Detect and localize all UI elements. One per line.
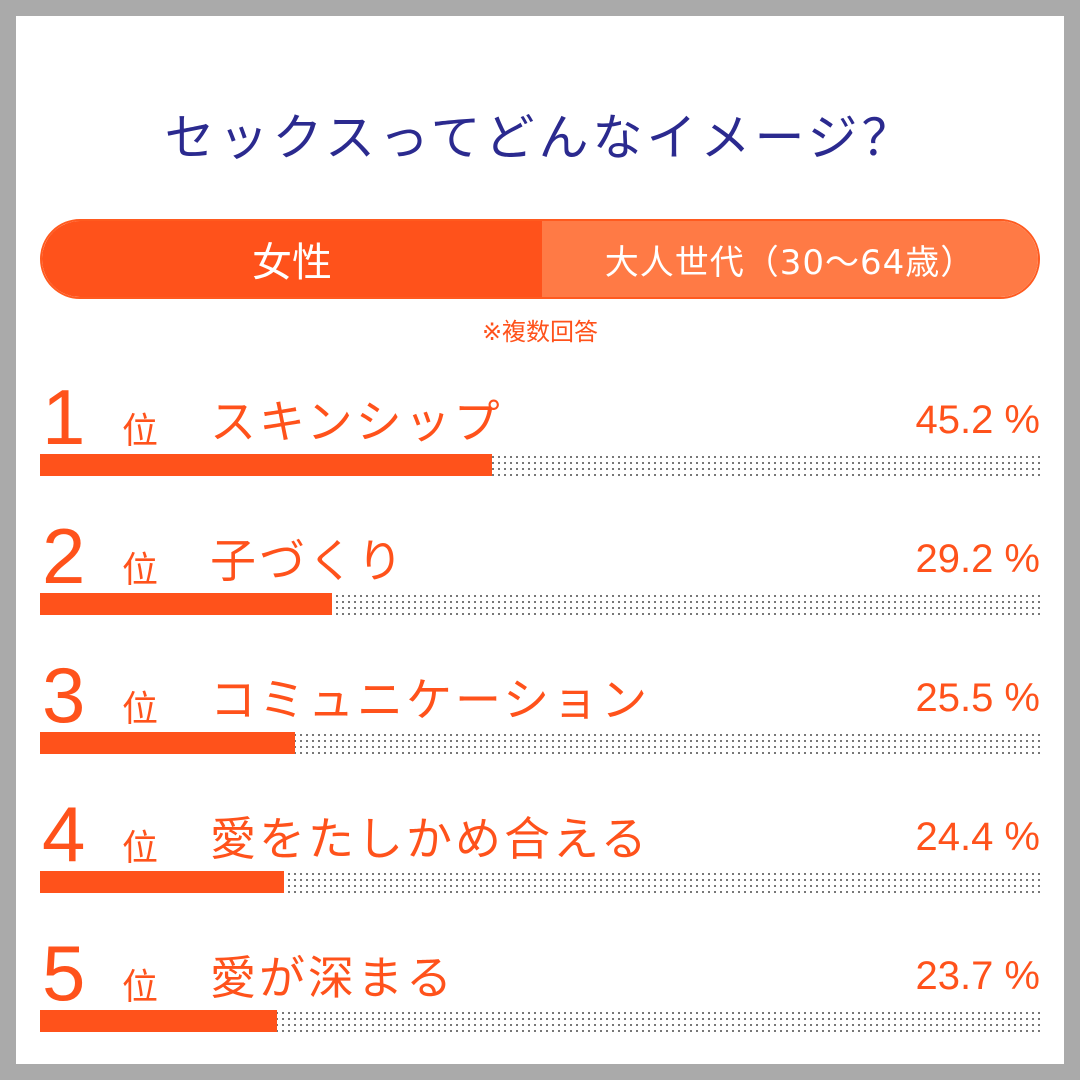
rank-suffix: 位 <box>122 550 159 591</box>
rank-row: 4 位愛をたしかめ合える 24.4 % <box>40 795 1040 925</box>
value-label: 24.4 % <box>915 815 1040 859</box>
rank-number: 1 <box>42 373 86 461</box>
rank-suffix: 位 <box>122 411 159 452</box>
value-label: 29.2 % <box>915 537 1040 581</box>
rank-row: 1 位スキンシップ 45.2 % <box>40 378 1040 508</box>
category-label: 愛をたしかめ合える <box>210 812 650 866</box>
rank-suffix: 位 <box>122 967 159 1008</box>
bar-track <box>40 593 1040 615</box>
bar <box>40 871 284 893</box>
value-label: 45.2 % <box>915 398 1040 442</box>
chart-title: セックスってどんなイメージ？ <box>164 109 916 167</box>
bar-track <box>40 871 1040 893</box>
bar-track <box>40 1010 1040 1032</box>
rank-number: 5 <box>42 929 86 1017</box>
value-label: 25.5 % <box>915 676 1040 720</box>
rank-number: 2 <box>42 512 86 600</box>
bar <box>40 1010 277 1032</box>
bar <box>40 593 332 615</box>
rank-number: 3 <box>42 651 86 739</box>
category-label: 子づくり <box>210 534 406 588</box>
bar-track <box>40 454 1040 476</box>
bar <box>40 732 295 754</box>
gender-label: 女性 <box>42 221 542 297</box>
bar <box>40 454 492 476</box>
category-label: スキンシップ <box>210 395 503 449</box>
rank-row: 5 位愛が深まる 23.7 % <box>40 934 1040 1064</box>
segment-banner: 女性 大人世代（30〜64歳） <box>40 219 1040 299</box>
rank-suffix: 位 <box>122 828 159 869</box>
rank-number: 4 <box>42 790 86 878</box>
value-label: 23.7 % <box>915 954 1040 998</box>
rank-row: 3 位コミュニケーション 25.5 % <box>40 656 1040 786</box>
rank-suffix: 位 <box>122 689 159 730</box>
generation-label: 大人世代（30〜64歳） <box>542 221 1038 297</box>
multiple-answer-note: ※複数回答 <box>481 318 599 346</box>
category-label: 愛が深まる <box>210 951 455 1005</box>
bar-track <box>40 732 1040 754</box>
category-label: コミュニケーション <box>210 673 651 727</box>
rank-row: 2 位子づくり 29.2 % <box>40 517 1040 647</box>
